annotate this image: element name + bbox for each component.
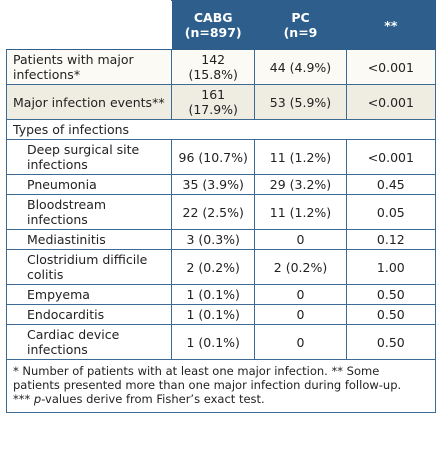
- row-label: Mediastinitis: [5, 229, 173, 250]
- table-row: Mediastinitis 3 (0.3%) 0 0.12: [5, 229, 437, 250]
- row-label: Clostridium difficile colitis: [5, 249, 173, 285]
- p-value-cell: 0.50: [345, 324, 437, 360]
- table-row: Major infection events** 161 (17.9%) 53 (5…: [5, 84, 437, 120]
- header-pci: PC (n=9: [254, 0, 347, 50]
- table-row: Deep surgical site infections 96 (10.7%) 1…: [5, 139, 437, 175]
- footnote: * Number of patients with at least one m…: [6, 359, 436, 413]
- p-value-cell: 1.00: [345, 249, 437, 285]
- row-label: Empyema: [5, 284, 173, 305]
- pci-cell: 11 (1.2%): [254, 139, 347, 175]
- pci-cell: 0: [254, 324, 347, 360]
- infection-table: CABG (n=897) PC (n=9 ** Patients with majo…: [5, 0, 437, 413]
- cabg-cell: 2 (0.2%): [171, 249, 256, 285]
- header-cabg: CABG (n=897): [171, 0, 256, 50]
- row-label: Major infection events**: [5, 84, 173, 120]
- table-row: Pneumonia 35 (3.9%) 29 (3.2%) 0.45: [5, 174, 437, 195]
- cabg-cell: 1 (0.1%): [171, 284, 256, 305]
- row-label: Deep surgical site infections: [5, 139, 173, 175]
- header-text: (n=897): [184, 25, 242, 40]
- footnote-text: -values derive from Fisher’s exact test.: [41, 392, 265, 406]
- table-row: Patients with major infections* 142 (15.8…: [5, 49, 437, 85]
- cabg-cell: 1 (0.1%): [171, 324, 256, 360]
- table-row: Bloodstream infections 22 (2.5%) 11 (1.2%)…: [5, 194, 437, 230]
- cabg-cell: 142 (15.8%): [171, 49, 256, 85]
- footnote-row: * Number of patients with at least one m…: [6, 359, 436, 413]
- p-value-cell: 0.05: [345, 194, 437, 230]
- pci-cell: 0: [254, 304, 347, 325]
- table-row: Endocarditis 1 (0.1%) 0 0.50: [5, 304, 437, 325]
- p-value-cell: 0.45: [345, 174, 437, 195]
- pci-cell: 0: [254, 284, 347, 305]
- footnote-italic: p: [33, 392, 42, 406]
- pci-cell: 11 (1.2%): [254, 194, 347, 230]
- header-row: CABG (n=897) PC (n=9 **: [6, 0, 437, 50]
- cabg-cell: 3 (0.3%): [171, 229, 256, 250]
- pci-cell: 53 (5.9%): [254, 84, 347, 120]
- header-text: (n=9: [283, 25, 318, 40]
- p-value-cell: <0.001: [345, 84, 437, 120]
- pci-cell: 44 (4.9%): [254, 49, 347, 85]
- p-value-cell: <0.001: [345, 49, 437, 85]
- header-text: CABG: [193, 10, 233, 25]
- p-value-cell: 0.12: [345, 229, 437, 250]
- cabg-cell: 96 (10.7%): [171, 139, 256, 175]
- header-blank: [6, 0, 172, 50]
- cabg-cell: 161 (17.9%): [171, 84, 256, 120]
- row-label: Bloodstream infections: [5, 194, 173, 230]
- section-label: Types of infections: [6, 119, 436, 140]
- p-value-cell: 0.50: [345, 284, 437, 305]
- p-value-cell: 0.50: [345, 304, 437, 325]
- pci-cell: 29 (3.2%): [254, 174, 347, 195]
- table-row: Clostridium difficile colitis 2 (0.2%) 2 (…: [5, 249, 437, 285]
- header-p: **: [345, 0, 437, 50]
- row-label: Patients with major infections*: [5, 49, 173, 85]
- header-text: PC: [291, 10, 310, 25]
- cabg-cell: 35 (3.9%): [171, 174, 256, 195]
- p-value-cell: <0.001: [345, 139, 437, 175]
- row-label: Pneumonia: [5, 174, 173, 195]
- pci-cell: 0: [254, 229, 347, 250]
- cabg-cell: 1 (0.1%): [171, 304, 256, 325]
- section-row: Types of infections: [6, 119, 436, 140]
- pci-cell: 2 (0.2%): [254, 249, 347, 285]
- cabg-cell: 22 (2.5%): [171, 194, 256, 230]
- table-container: CABG (n=897) PC (n=9 ** Patients with majo…: [5, 0, 437, 413]
- table-row: Cardiac device infections 1 (0.1%) 0 0.50: [5, 324, 437, 360]
- row-label: Endocarditis: [5, 304, 173, 325]
- table-row: Empyema 1 (0.1%) 0 0.50: [5, 284, 437, 305]
- footnote-text: * Number of patients with at least one m…: [13, 364, 402, 392]
- row-label: Cardiac device infections: [5, 324, 173, 360]
- table-body: Patients with major infections* 142 (15.8…: [5, 49, 437, 413]
- footnote-text: ***: [13, 392, 34, 406]
